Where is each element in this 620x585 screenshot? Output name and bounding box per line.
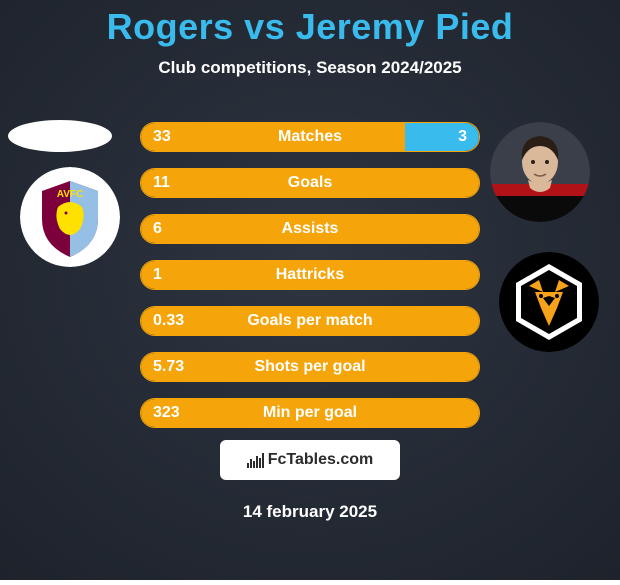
club-right-badge [499,252,599,352]
watermark-text: FcTables.com [268,451,374,469]
stat-row: 1Hattricks [140,260,480,290]
stat-label: Matches [141,123,479,152]
watermark-bars-icon [247,452,264,468]
player-right-portrait-svg [490,122,590,222]
club-right-badge-svg [499,252,599,352]
stats-bar-chart: 333Matches 11Goals 6Assists 1Hattricks 0.33G… [140,122,480,444]
stat-row: 323Min per goal [140,398,480,428]
club-left-badge-svg: AVFC [20,167,120,267]
stat-label: Min per goal [141,399,479,428]
stat-label: Assists [141,215,479,244]
watermark: FcTables.com [220,440,400,480]
stat-row: 0.33Goals per match [140,306,480,336]
stat-row: 6Assists [140,214,480,244]
content-root: Rogers vs Jeremy Pied Club competitions,… [0,0,620,580]
svg-text:AVFC: AVFC [57,189,83,200]
stat-label: Goals [141,169,479,198]
comparison-date: 14 february 2025 [0,502,620,522]
stat-label: Shots per goal [141,353,479,382]
stat-row: 333Matches [140,122,480,152]
stat-label: Goals per match [141,307,479,336]
player-left-portrait [8,120,112,152]
page-subtitle: Club competitions, Season 2024/2025 [0,58,620,78]
stat-row: 5.73Shots per goal [140,352,480,382]
stat-label: Hattricks [141,261,479,290]
club-left-badge: AVFC [20,167,120,267]
stat-row: 11Goals [140,168,480,198]
player-right-portrait [490,122,590,222]
page-title: Rogers vs Jeremy Pied [0,0,620,48]
